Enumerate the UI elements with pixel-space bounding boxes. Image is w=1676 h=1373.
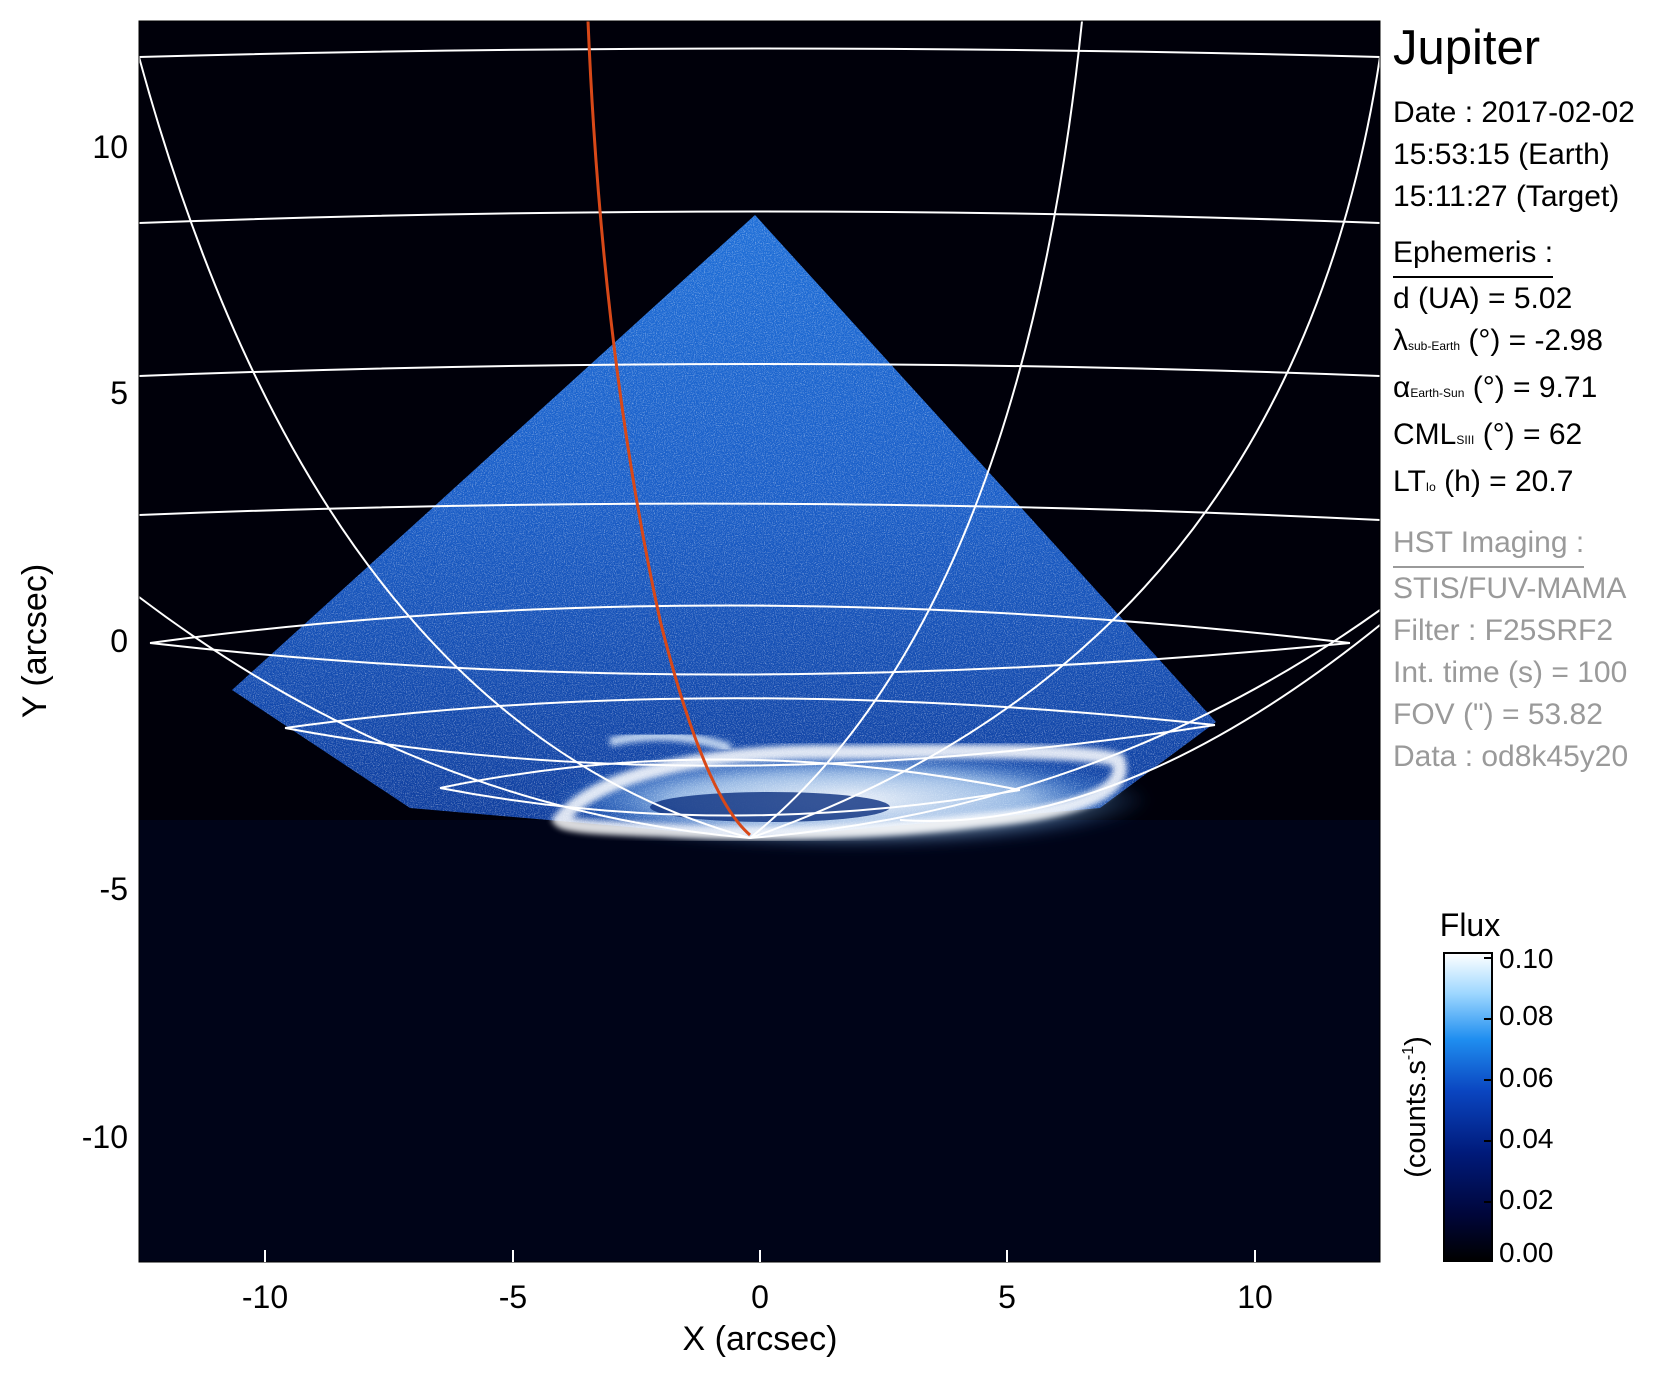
hst-image: [139, 21, 1380, 1262]
phase-angle: αEarth-Sun (°) = 9.71: [1393, 371, 1598, 404]
colorbar-tick-labels: 0.10 0.08 0.06 0.04 0.02 0.00: [1499, 943, 1554, 1268]
colorbar-ramp: [1443, 952, 1493, 1262]
planet-limb-haze: [139, 820, 1380, 1262]
latitude-line: [139, 47, 1380, 58]
observation-date: Date : 2017-02-02: [1393, 96, 1635, 129]
y-tick-label: -10: [82, 1119, 128, 1155]
integration-time: Int. time (s) = 100: [1393, 656, 1628, 689]
instrument: STIS/FUV-MAMA: [1393, 572, 1627, 605]
y-tick-label: 5: [110, 375, 128, 411]
latitude-line: [439, 787, 1021, 817]
latitude-line: [139, 363, 1380, 377]
io-local-time: LTIo (h) = 20.7: [1393, 465, 1574, 498]
sub-earth-latitude: λsub-Earth (°) = -2.98: [1393, 324, 1603, 357]
latitude-line: [139, 502, 1380, 521]
x-tick-label: 10: [1237, 1279, 1273, 1315]
hst-imaging-header: HST Imaging :: [1393, 522, 1585, 568]
colorbar-tick-label: 0.10: [1499, 943, 1554, 974]
y-tick-label: 0: [110, 623, 128, 659]
latitude-line: [149, 642, 1351, 676]
field-of-view: FOV (") = 53.82: [1393, 698, 1603, 731]
colorbar-tick-label: 0.06: [1499, 1062, 1554, 1093]
colorbar-tick-label: 0.00: [1499, 1237, 1554, 1268]
latitude-line: [149, 604, 1351, 644]
colorbar-unit: (counts.s-1): [1400, 1036, 1432, 1178]
data-id: Data : od8k45y20: [1393, 740, 1629, 773]
x-tick-label: 0: [751, 1279, 769, 1315]
colorbar-title: Flux: [1440, 907, 1500, 943]
earth-time: 15:53:15 (Earth): [1393, 138, 1610, 171]
target-name: Jupiter: [1393, 21, 1541, 75]
meridian: [139, 56, 751, 839]
info-panel: Jupiter Date : 2017-02-02 15:53:15 (Eart…: [1393, 18, 1673, 778]
meridian: [749, 56, 1380, 839]
y-axis-label: Y (arcsec): [16, 564, 54, 718]
colorbar: Flux 0.10 0.08 0.06 0.04 0.02 0.00 (coun…: [1400, 907, 1554, 1268]
colorbar-tick-label: 0.08: [1499, 1000, 1554, 1031]
colorbar-ticks: [1484, 957, 1492, 1203]
x-tick-labels: -10 -5 0 5 10: [242, 1279, 1273, 1315]
colorbar-tick-label: 0.02: [1499, 1184, 1554, 1215]
detector-noise: [232, 215, 1216, 838]
latlon-grid: [139, 21, 1380, 839]
distance-value: d (UA) = 5.02: [1393, 282, 1573, 315]
filter: Filter : F25SRF2: [1393, 614, 1614, 647]
x-tick-label: 5: [998, 1279, 1016, 1315]
latitude-line: [439, 758, 1021, 791]
auroral-arc: [608, 731, 732, 753]
y-tick-label: -5: [100, 871, 128, 907]
meridian: [749, 609, 1380, 839]
latitude-line: [284, 724, 1216, 767]
main-auroral-oval: [550, 744, 1127, 840]
meridian: [749, 21, 1083, 839]
latitude-line: [284, 697, 1216, 729]
latitude-line: [139, 210, 1380, 224]
footpoint-track: [586, 21, 751, 837]
meridian: [899, 624, 1380, 822]
target-time: 15:11:27 (Target): [1393, 180, 1620, 213]
ephemeris-header: Ephemeris :: [1393, 232, 1554, 278]
colorbar-tick-label: 0.04: [1499, 1123, 1554, 1154]
y-tick-label: 10: [92, 129, 128, 165]
central-meridian-longitude: CMLSIII (°) = 62: [1393, 418, 1583, 451]
meridian: [139, 596, 751, 839]
x-tick-label: -5: [499, 1279, 527, 1315]
x-axis-ticks: [264, 1250, 1256, 1262]
x-tick-label: -10: [242, 1279, 288, 1315]
y-tick-labels: 10 5 0 -5 -10: [82, 129, 128, 1155]
x-axis-label: X (arcsec): [683, 1320, 838, 1358]
